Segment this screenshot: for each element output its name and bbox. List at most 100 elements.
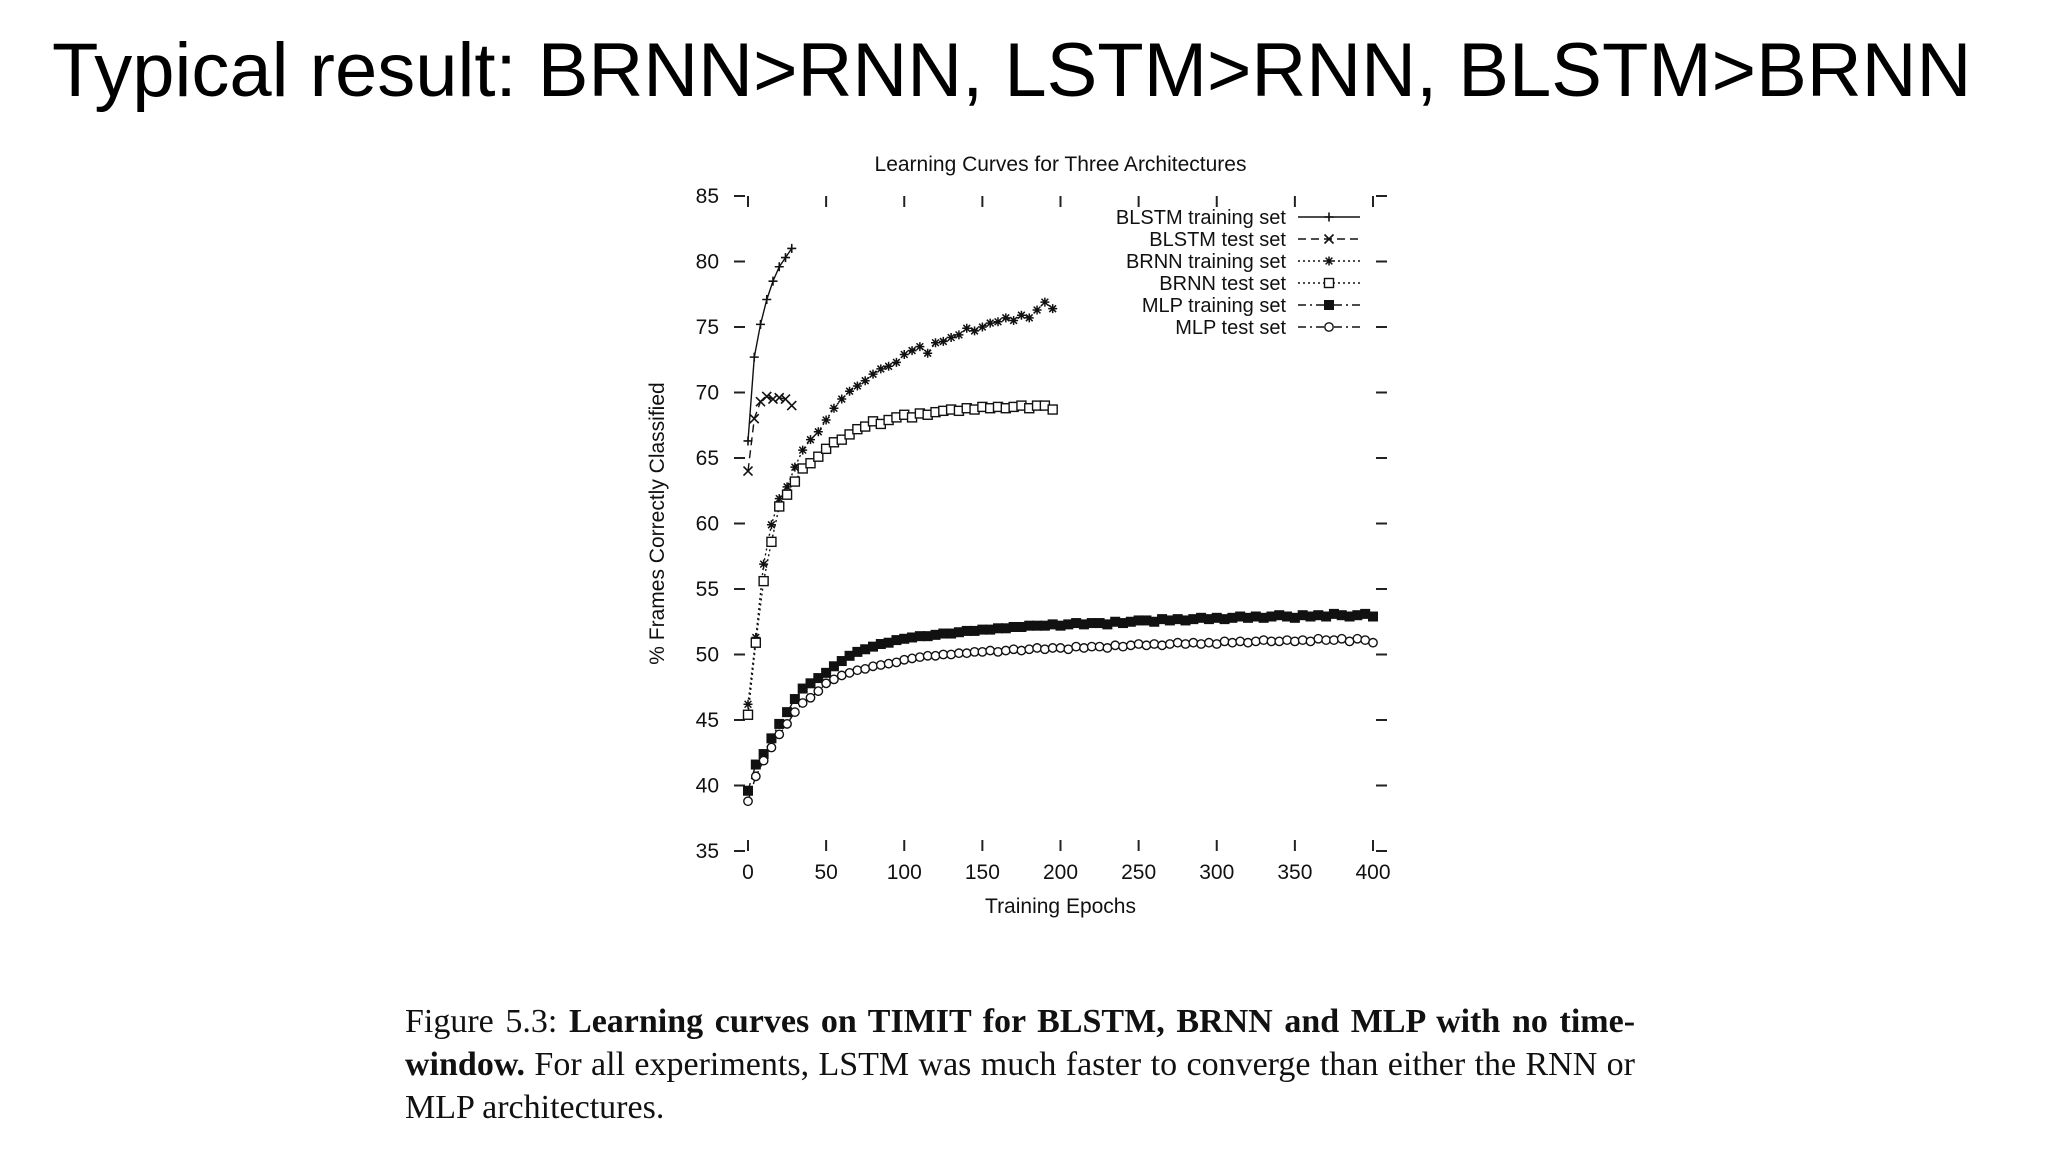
data-point <box>1039 620 1050 631</box>
data-point <box>1000 623 1011 634</box>
data-point <box>1024 620 1035 631</box>
data-point <box>1164 639 1175 649</box>
data-point <box>1352 633 1363 644</box>
data-point <box>1305 611 1316 622</box>
data-point <box>1289 612 1300 623</box>
data-point <box>907 632 918 643</box>
data-point <box>876 364 886 374</box>
legend-label: MLP test set <box>1175 317 1286 339</box>
data-point <box>1071 618 1082 629</box>
y-tick-label: 55 <box>696 578 719 601</box>
data-point <box>1047 619 1058 630</box>
data-point <box>1055 643 1066 653</box>
data-point <box>883 637 894 648</box>
series-line <box>747 395 793 472</box>
data-point <box>969 625 980 636</box>
data-point <box>820 443 832 455</box>
data-point <box>1266 611 1277 622</box>
figure-caption: Figure 5.3: Learning curves on TIMIT for… <box>405 1000 1635 1129</box>
data-point <box>1133 639 1144 649</box>
data-point <box>821 678 832 689</box>
data-point <box>829 674 839 685</box>
data-point <box>837 394 847 404</box>
data-point <box>749 413 760 424</box>
data-point <box>946 649 957 660</box>
data-point <box>1250 611 1261 622</box>
data-point <box>1164 615 1175 626</box>
data-point <box>1110 616 1121 627</box>
data-point <box>1289 636 1300 647</box>
y-axis-label: % Frames Correctly Classified <box>646 382 669 664</box>
data-point <box>1227 612 1238 623</box>
data-point <box>805 692 816 703</box>
data-point <box>961 648 972 659</box>
data-point <box>1172 614 1183 625</box>
y-tick-label: 65 <box>696 447 719 470</box>
data-point <box>829 403 839 413</box>
data-point <box>1125 640 1136 651</box>
data-point <box>970 326 980 336</box>
series-mlp-training-set <box>743 608 1378 796</box>
data-point <box>1196 639 1207 649</box>
data-point <box>915 342 925 352</box>
data-point <box>743 796 753 807</box>
data-point <box>993 623 1003 634</box>
legend-marker <box>1323 233 1335 245</box>
data-point <box>821 667 832 678</box>
series-blstm-training-set <box>743 243 797 446</box>
data-point <box>845 386 855 396</box>
data-point <box>805 458 816 469</box>
data-point <box>797 463 808 474</box>
data-point <box>798 445 808 455</box>
data-point <box>1211 612 1222 623</box>
data-point <box>1360 608 1371 619</box>
data-point <box>781 253 790 263</box>
legend-marker <box>1323 277 1335 289</box>
x-tick-label: 250 <box>1121 861 1156 884</box>
y-tick-label: 70 <box>696 382 719 405</box>
data-point <box>1313 633 1324 644</box>
data-point <box>1118 618 1128 629</box>
data-point <box>884 361 894 371</box>
data-point <box>985 645 996 656</box>
data-point <box>1219 636 1230 647</box>
data-point <box>1368 637 1378 648</box>
data-point <box>1032 305 1042 315</box>
legend-label: BLSTM test set <box>1149 229 1286 251</box>
data-point <box>758 575 769 587</box>
data-point <box>1336 610 1347 621</box>
data-point <box>821 415 831 425</box>
data-point <box>931 338 940 348</box>
legend-marker <box>1324 256 1334 266</box>
data-point <box>1094 618 1105 629</box>
data-point <box>766 536 777 548</box>
data-point <box>1258 612 1269 623</box>
data-point <box>782 707 793 718</box>
data-point <box>938 336 948 346</box>
data-point <box>1039 644 1050 655</box>
data-point <box>1250 636 1261 647</box>
data-point <box>891 357 901 367</box>
data-point <box>1219 614 1230 625</box>
x-tick-label: 50 <box>814 861 837 884</box>
data-point <box>1149 616 1160 627</box>
data-point <box>813 427 823 437</box>
data-point <box>1188 614 1199 625</box>
data-point <box>859 421 871 432</box>
data-point <box>1368 611 1378 622</box>
data-point <box>907 346 917 356</box>
caption-body-text: For all experiments, LSTM was much faste… <box>405 1046 1636 1126</box>
data-point <box>766 733 777 744</box>
x-tick-label: 350 <box>1277 861 1312 884</box>
data-point <box>742 466 754 477</box>
data-point <box>766 520 776 530</box>
data-point <box>1110 640 1121 651</box>
data-point <box>1000 645 1011 656</box>
data-point <box>750 637 762 648</box>
data-point <box>852 665 863 676</box>
legend-label: BRNN test set <box>1159 273 1286 295</box>
data-point <box>743 699 753 709</box>
data-point <box>759 559 769 569</box>
